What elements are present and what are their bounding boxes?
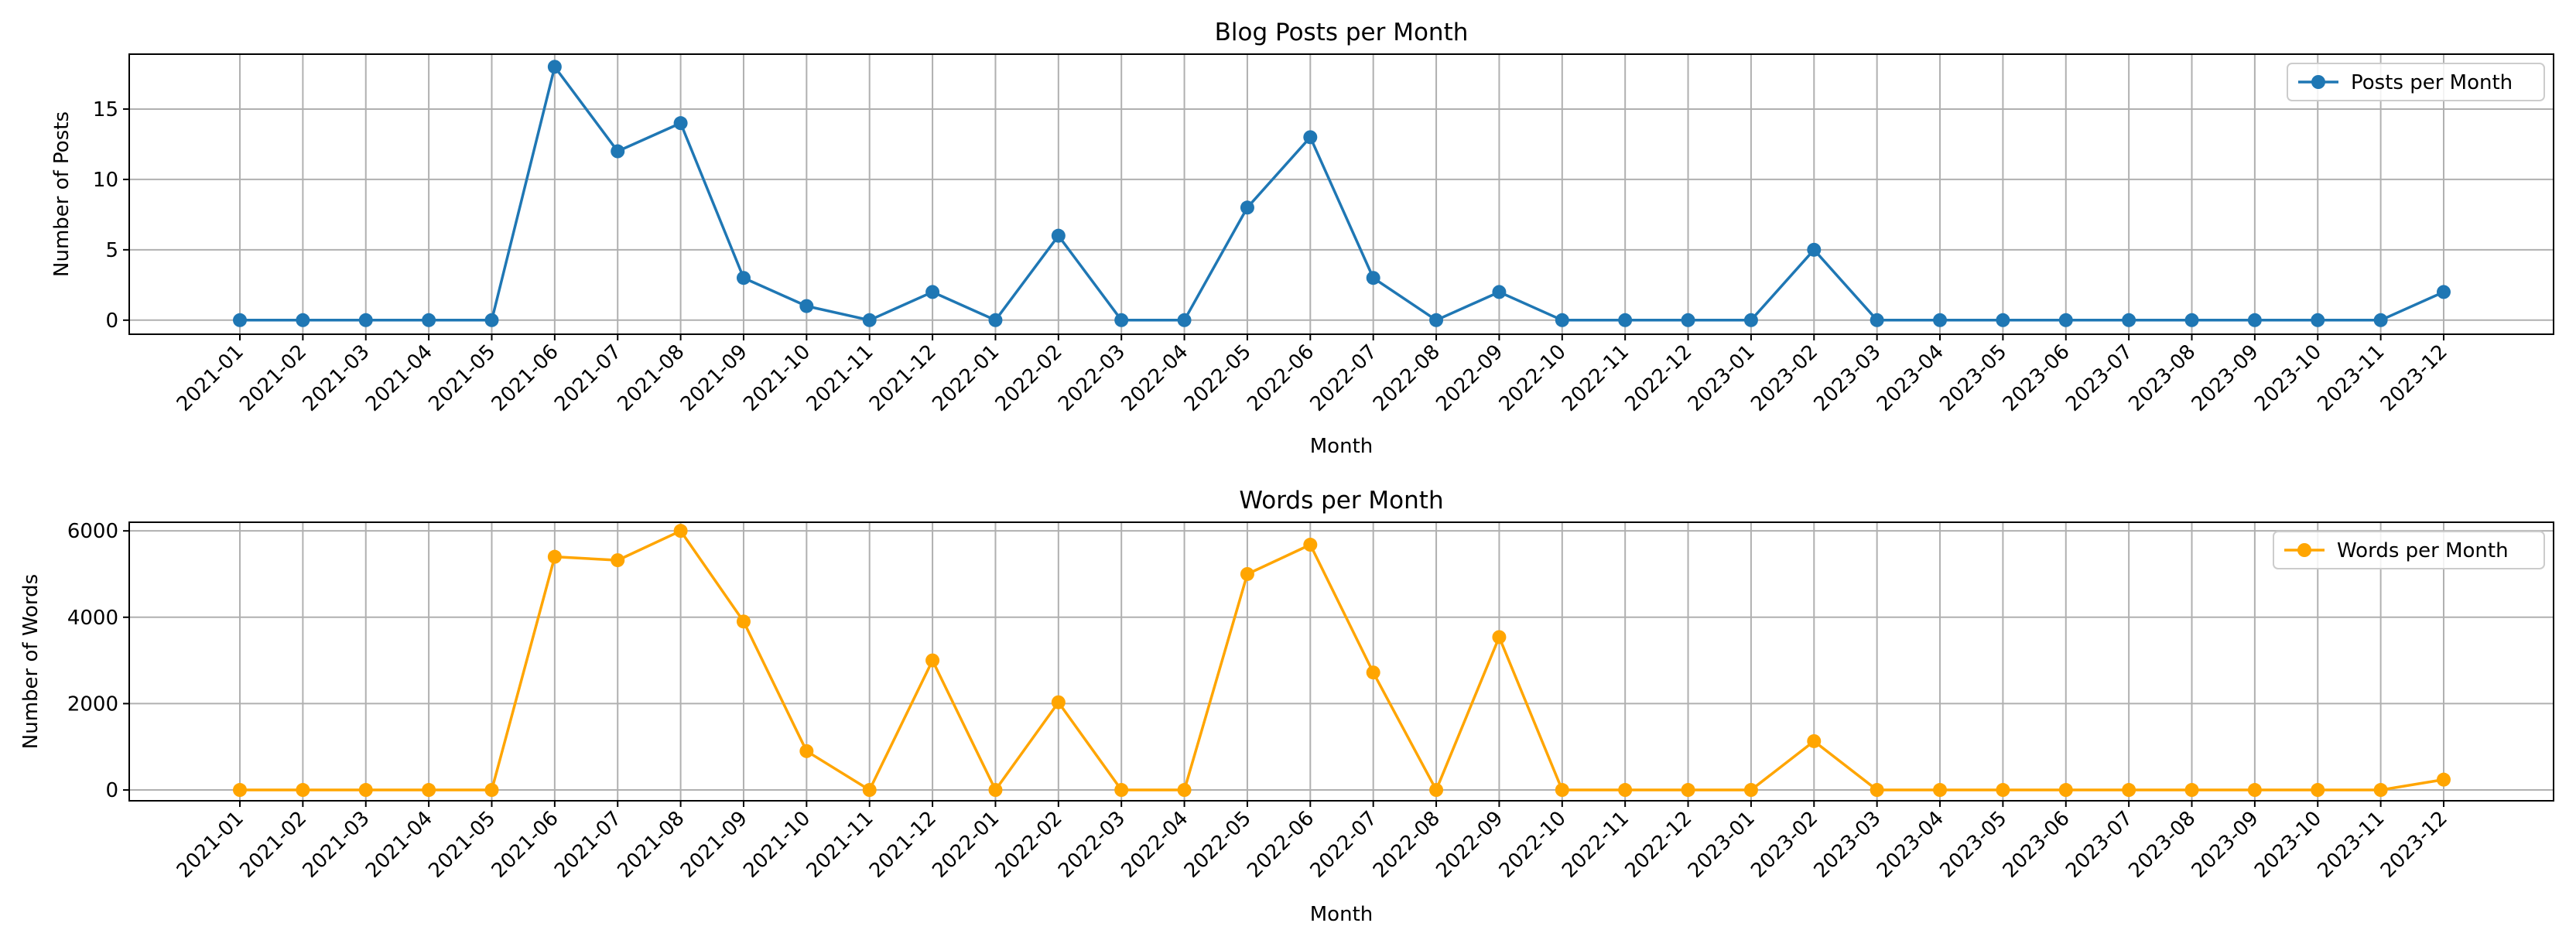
data-point [547, 60, 562, 74]
data-point [1681, 783, 1695, 798]
data-point [673, 116, 688, 131]
data-point [422, 313, 436, 327]
data-point [1114, 783, 1129, 798]
data-point [1996, 783, 2010, 798]
data-point [1743, 313, 1758, 327]
data-point [2311, 313, 2325, 327]
data-point [2184, 783, 2199, 798]
data-point [1618, 313, 1633, 327]
data-point [2122, 313, 2136, 327]
data-point [1177, 313, 1192, 327]
data-point [673, 524, 688, 538]
data-point [611, 144, 625, 159]
data-point [296, 313, 310, 327]
data-point [1870, 783, 1884, 798]
chart-title: Blog Posts per Month [1215, 19, 1469, 46]
data-point [1240, 566, 1254, 581]
series-line [240, 529, 2444, 791]
legend-marker [2297, 543, 2311, 557]
chart-title: Words per Month [1239, 487, 1443, 515]
data-point [1303, 538, 1318, 552]
legend-label: Words per Month [2337, 539, 2509, 562]
y-tick-label: 6000 [67, 520, 118, 543]
data-point [862, 783, 877, 798]
data-point [611, 553, 625, 568]
data-point [2373, 313, 2388, 327]
y-tick-label: 2000 [67, 692, 118, 716]
data-point [233, 313, 247, 327]
legend-box [2287, 63, 2545, 101]
y-tick-label: 15 [93, 98, 118, 121]
data-point [2058, 783, 2073, 798]
data-point [988, 313, 1003, 327]
data-point [1743, 783, 1758, 798]
x-axis-label: Month [1310, 903, 1374, 926]
data-point [1366, 665, 1380, 680]
data-point [1870, 313, 1884, 327]
data-point [1303, 130, 1318, 145]
y-tick-label: 4000 [67, 607, 118, 630]
legend-box [2273, 531, 2545, 569]
data-point [736, 271, 751, 285]
data-point [547, 549, 562, 564]
data-point [1429, 783, 1444, 798]
data-point [1051, 695, 1066, 709]
y-axis-label: Number of Posts [50, 111, 74, 277]
data-point [925, 653, 940, 668]
data-point [1618, 783, 1633, 798]
data-point [2247, 313, 2262, 327]
data-point [1933, 313, 1948, 327]
data-point [799, 299, 814, 313]
data-point [925, 285, 940, 299]
data-point [1555, 313, 1569, 327]
data-point [422, 783, 436, 798]
data-point [2247, 783, 2262, 798]
data-point [358, 783, 373, 798]
data-point [1240, 200, 1254, 215]
data-point [988, 783, 1003, 798]
data-point [1555, 783, 1569, 798]
data-point [736, 614, 751, 629]
legend-marker [2311, 75, 2325, 89]
plot-frame [128, 521, 2554, 802]
data-point [1177, 783, 1192, 798]
data-point [2373, 783, 2388, 798]
data-point [2058, 313, 2073, 327]
data-point [2311, 783, 2325, 798]
data-point [799, 744, 814, 758]
plot-frame [128, 53, 2554, 335]
data-point [1114, 313, 1129, 327]
y-tick-label: 5 [105, 239, 118, 262]
y-axis-label: Number of Words [19, 574, 43, 749]
data-point [1807, 242, 1822, 257]
data-point [1366, 271, 1380, 285]
series-line [240, 65, 2444, 322]
data-point [1996, 313, 2010, 327]
y-tick-label: 10 [93, 169, 118, 192]
data-point [1681, 313, 1695, 327]
data-point [1933, 783, 1948, 798]
y-tick-label: 0 [105, 309, 118, 333]
data-point [484, 313, 499, 327]
data-point [2437, 285, 2451, 299]
data-point [296, 783, 310, 798]
data-point [2122, 783, 2136, 798]
data-point [862, 313, 877, 327]
data-point [233, 783, 247, 798]
data-point [1807, 733, 1822, 748]
data-point [1492, 285, 1507, 299]
data-point [484, 783, 499, 798]
data-point [2184, 313, 2199, 327]
legend-label: Posts per Month [2351, 71, 2513, 94]
data-point [2437, 772, 2451, 787]
data-point [1051, 228, 1066, 243]
x-axis-label: Month [1310, 435, 1374, 458]
y-tick-label: 0 [105, 779, 118, 802]
data-point [1492, 630, 1507, 644]
data-point [358, 313, 373, 327]
data-point [1429, 313, 1444, 327]
